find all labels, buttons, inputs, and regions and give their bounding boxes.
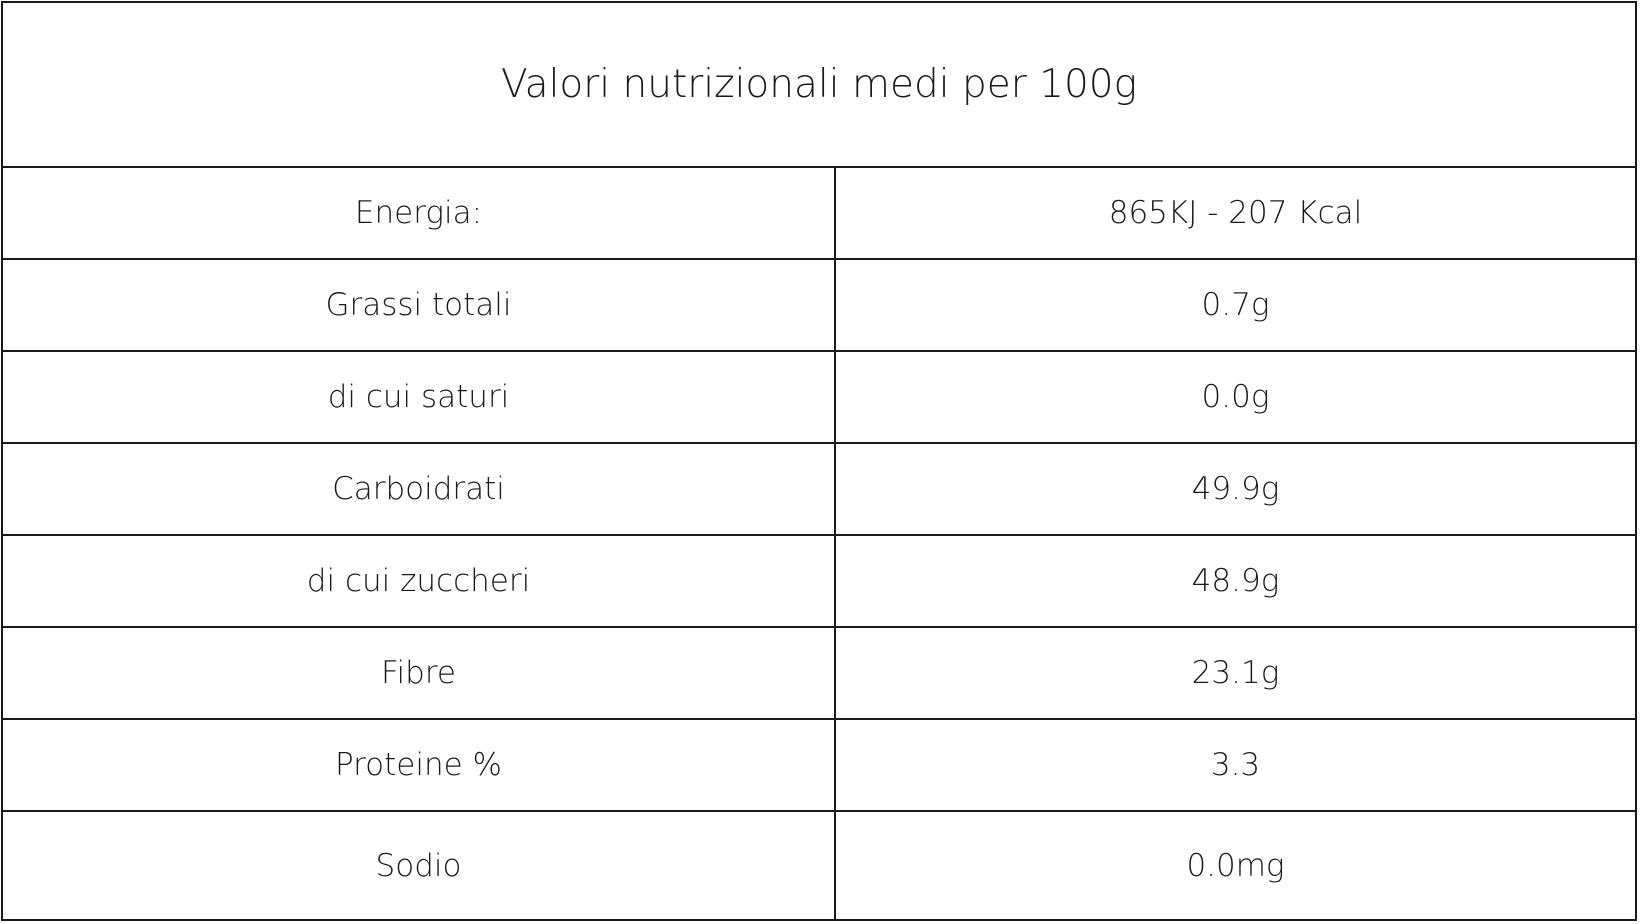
nutrient-value: 0.0mg [836, 810, 1635, 919]
nutrient-value: 23.1g [836, 626, 1635, 718]
nutrient-label: Grassi totali [3, 258, 836, 350]
nutrient-label: Carboidrati [3, 442, 836, 534]
nutrient-value: 49.9g [836, 442, 1635, 534]
nutrient-label: Fibre [3, 626, 836, 718]
nutrient-label: Proteine % [3, 718, 836, 810]
nutrient-value: 3.3 [836, 718, 1635, 810]
nutrient-label: di cui zuccheri [3, 534, 836, 626]
nutrient-value: 48.9g [836, 534, 1635, 626]
nutrient-value: 0.0g [836, 350, 1635, 442]
nutrient-label: di cui saturi [3, 350, 836, 442]
nutrient-value: 0.7g [836, 258, 1635, 350]
table-title: Valori nutrizionali medi per 100g [501, 62, 1137, 107]
nutrient-label: Sodio [3, 810, 836, 919]
nutrient-label: Energia: [3, 166, 836, 258]
nutrient-value: 865KJ - 207 Kcal [836, 166, 1635, 258]
